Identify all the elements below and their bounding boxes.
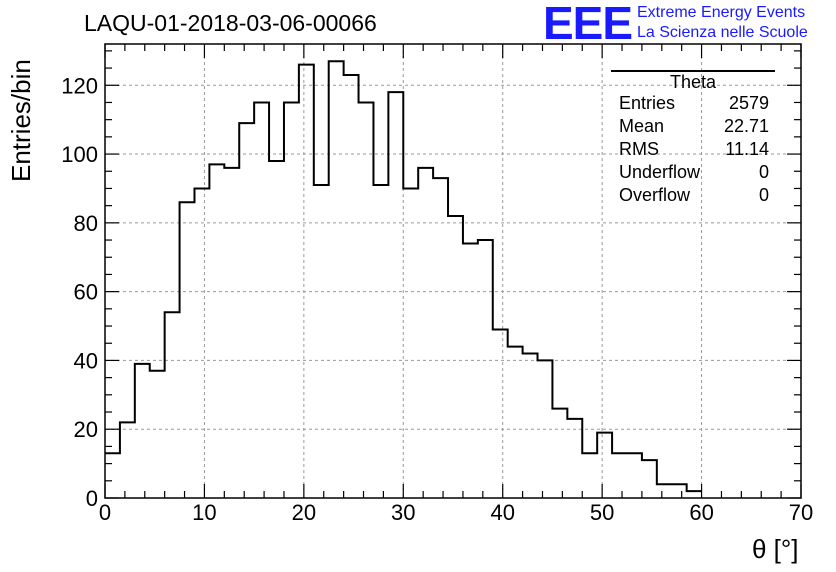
eee-logo: EEE [543,0,633,49]
plot-frame [104,43,802,499]
histogram-bin [463,243,478,498]
histogram-bin [209,164,224,498]
histogram-bin [329,61,344,498]
histogram-bin [687,491,702,498]
histogram-bin [284,102,299,498]
histogram-bin [403,188,418,498]
y-tick-label: 80 [74,211,98,236]
histogram-bin [567,419,582,498]
histogram-bin [612,453,627,498]
y-tick-label: 40 [74,348,98,373]
stats-box: Theta Entries 2579 Mean 22.71 RMS 11.14 … [611,70,775,207]
y-tick-label: 0 [86,486,98,511]
histogram-bin [120,422,135,498]
histogram-bin [373,185,388,498]
histogram-bin [582,453,597,498]
stats-value: 2579 [728,93,769,113]
histogram-bin [150,371,165,498]
y-tick-label: 60 [74,280,98,305]
stats-row-underflow: Underflow 0 [611,161,775,184]
stats-value: 0 [758,185,769,205]
stats-value: 0 [758,162,769,182]
histogram-bin [433,178,448,498]
stats-label: Underflow [619,162,701,182]
histogram-bin [299,65,314,498]
stats-label: RMS [619,139,659,159]
stats-label: Mean [619,116,665,136]
histogram-bin [254,102,269,498]
x-tick-label: 60 [689,500,713,525]
histogram-bin [388,92,403,498]
chart-title: LAQU-01-2018-03-06-00066 [84,10,377,36]
histogram-bin [493,329,508,498]
x-tick-label: 20 [292,500,316,525]
x-tick-label: 70 [789,500,813,525]
y-tick-label: 100 [61,142,98,167]
histogram-bin [344,75,359,498]
histogram-bin [508,347,523,498]
x-axis-label: θ [°] [752,534,799,564]
histogram-bin [180,202,195,498]
y-axis-label: Entries/bin [6,59,36,182]
histogram-bin [239,123,254,498]
logo-line-2: La Scienza nelle Scuole [637,24,808,41]
histogram-bin [314,185,329,498]
histogram-bin [135,364,150,498]
logo-line-1: Extreme Energy Events [637,4,806,21]
x-tick-label: 50 [590,500,614,525]
stats-value: 22.71 [723,116,769,136]
histogram-bin [538,360,553,498]
histogram-bin [194,188,209,498]
histogram-series [105,60,702,493]
stats-row-rms: RMS 11.14 [611,138,775,161]
histogram-bin [657,484,672,498]
histogram-bin [478,240,493,498]
histogram-bin [418,168,433,498]
histogram-bin [597,433,612,498]
stats-row-mean: Mean 22.71 [611,115,775,138]
stats-value: 11.14 [725,139,769,159]
histogram-bin [523,354,538,498]
x-tick-label: 0 [99,500,111,525]
stats-label: Entries [619,93,676,113]
stats-row-overflow: Overflow 0 [611,184,775,207]
histogram-bin [448,216,463,498]
x-tick-label: 10 [192,500,216,525]
histogram-bin [672,484,687,498]
histogram-bin [105,453,120,498]
y-tick-label: 20 [74,417,98,442]
histogram-bin [627,453,642,498]
x-tick-label: 30 [391,500,415,525]
stats-row-entries: Entries 2579 [611,92,775,115]
histogram-bin [224,168,239,498]
y-tick-label: 120 [61,73,98,98]
stats-label: Overflow [619,185,691,205]
histogram-bin [359,102,374,498]
histogram-bin [269,161,284,498]
histogram-bin [642,460,657,498]
histogram-bin [165,312,180,498]
stats-title: Theta [611,70,775,92]
x-tick-label: 40 [490,500,514,525]
histogram-bin [552,409,567,498]
